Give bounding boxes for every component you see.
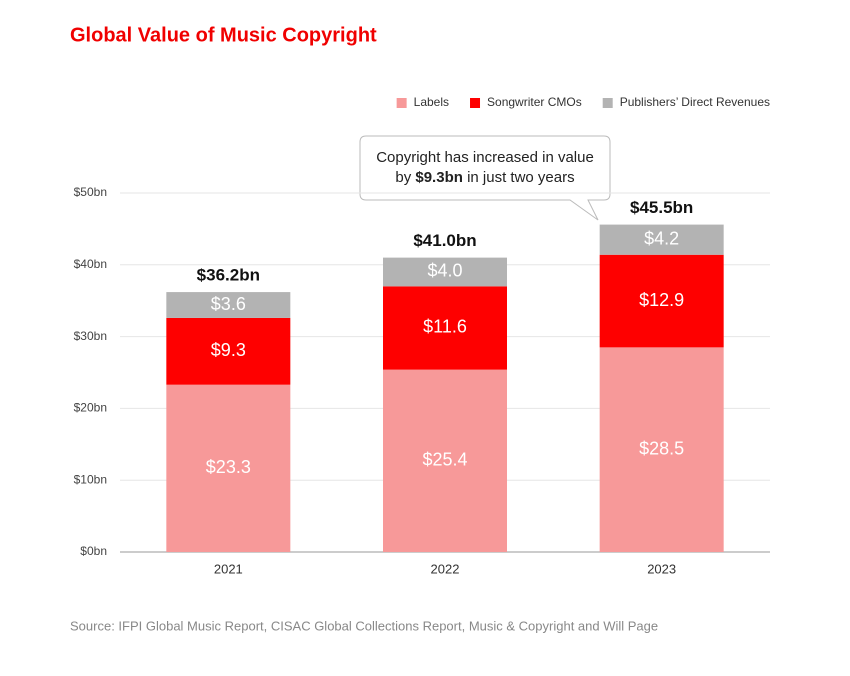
bar-segment (599, 347, 724, 552)
bar-segment (383, 286, 507, 370)
x-tick-label: 2023 (647, 561, 676, 576)
value-label: $3.6 (211, 294, 246, 314)
value-label: $9.3 (211, 340, 246, 360)
bar-segment (166, 292, 291, 318)
legend-label: Publishers’ Direct Revenues (620, 95, 770, 109)
annotation-text: in just two years (463, 169, 575, 186)
bar-segment (166, 317, 291, 385)
y-tick-label: $0bn (80, 544, 107, 558)
y-tick-label: $10bn (74, 472, 107, 486)
value-label: $28.5 (639, 438, 684, 458)
y-tick-label: $50bn (74, 185, 107, 199)
bar-segment (166, 384, 291, 552)
value-label: $12.9 (639, 290, 684, 310)
bar-segment (383, 369, 507, 552)
chart-title: Global Value of Music Copyright (70, 24, 377, 46)
value-label: $4.0 (427, 261, 462, 281)
x-tick-label: 2022 (431, 561, 460, 576)
y-tick-label: $30bn (74, 329, 107, 343)
y-tick-label: $20bn (74, 401, 107, 415)
legend-swatch (396, 98, 407, 108)
x-tick-label: 2021 (214, 561, 243, 576)
annotation-line: Copyright has increased in value (376, 149, 594, 166)
value-label: $25.4 (422, 450, 467, 470)
callout-box (359, 135, 611, 221)
legend-label: Labels (414, 95, 449, 109)
total-label: $45.5bn (630, 198, 693, 217)
annotation-highlight: $9.3bn (415, 169, 463, 186)
legend-swatch (602, 98, 613, 108)
value-label: $23.3 (206, 457, 251, 477)
legend-swatch (470, 98, 481, 108)
source-note: Source: IFPI Global Music Report, CISAC … (70, 618, 658, 633)
bar-segment (383, 257, 507, 287)
value-label: $4.2 (644, 228, 679, 248)
legend-label: Songwriter CMOs (487, 95, 582, 109)
total-label: $41.0bn (413, 231, 476, 250)
value-label: $11.6 (423, 317, 467, 337)
total-label: $36.2bn (197, 266, 260, 285)
bar-segment (599, 254, 724, 348)
y-tick-label: $40bn (74, 257, 107, 271)
bar-segment (599, 224, 724, 255)
annotation-line: by $9.3bn in just two years (395, 169, 574, 186)
annotation-text: by (395, 169, 415, 186)
